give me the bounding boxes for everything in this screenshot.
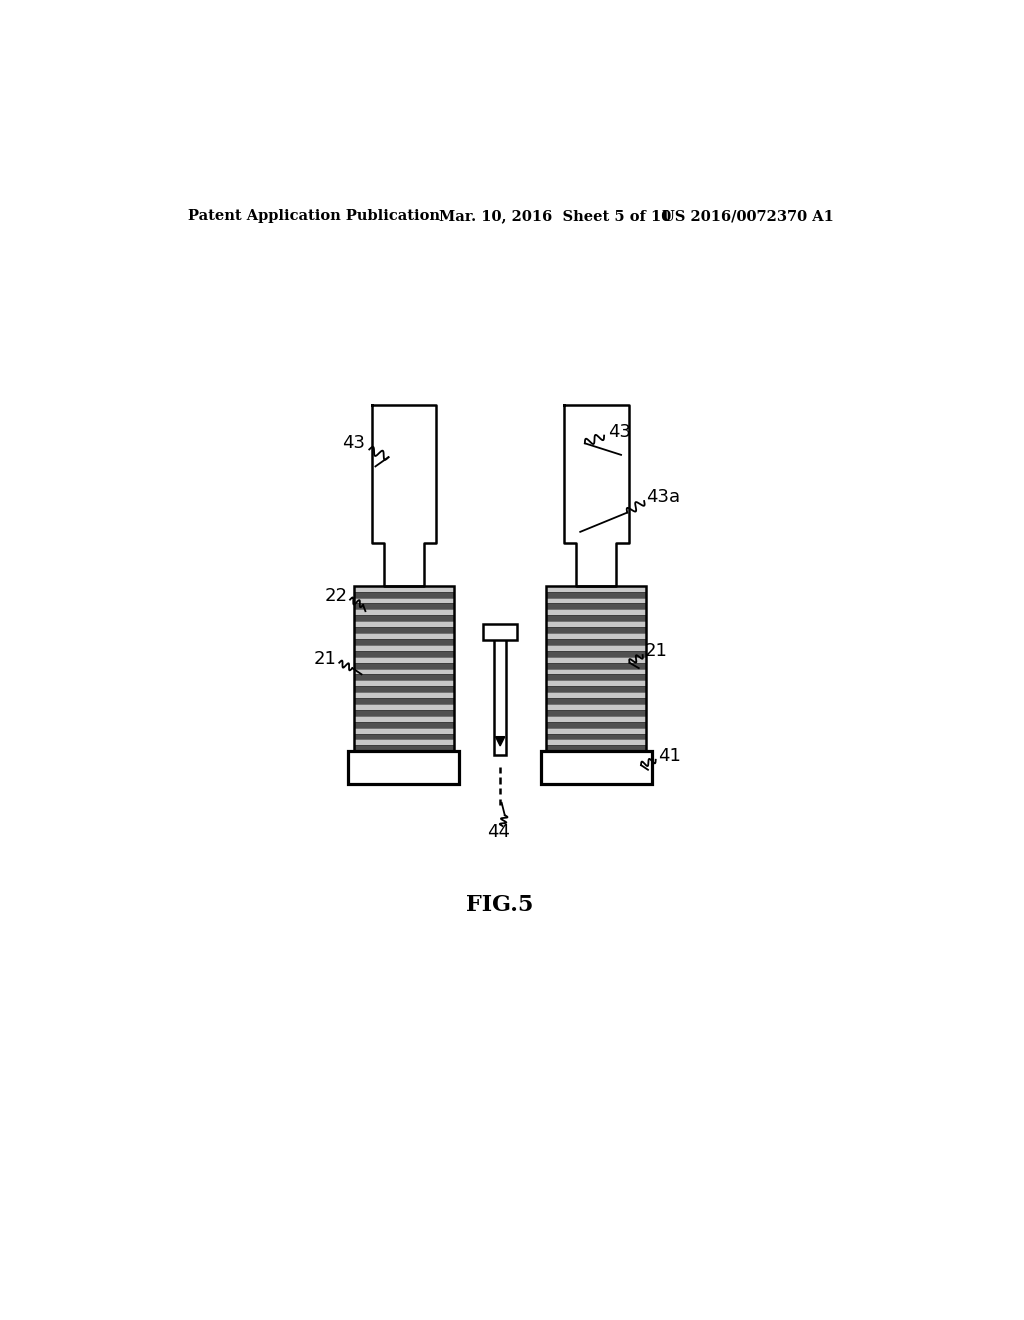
- Bar: [547, 746, 646, 751]
- Bar: [348, 751, 460, 784]
- Bar: [547, 651, 646, 657]
- Polygon shape: [372, 405, 436, 586]
- Text: FIG.5: FIG.5: [467, 895, 534, 916]
- Bar: [547, 586, 646, 751]
- Bar: [547, 663, 646, 668]
- Bar: [547, 727, 646, 734]
- Bar: [547, 610, 646, 615]
- Bar: [547, 710, 646, 715]
- Text: US 2016/0072370 A1: US 2016/0072370 A1: [662, 209, 834, 223]
- Text: 44: 44: [487, 824, 510, 841]
- Bar: [547, 722, 646, 727]
- Bar: [354, 603, 454, 610]
- Bar: [494, 632, 506, 755]
- Text: 43: 43: [608, 422, 631, 441]
- Bar: [354, 586, 454, 751]
- Bar: [547, 622, 646, 627]
- Bar: [483, 624, 517, 640]
- Bar: [354, 615, 454, 622]
- Bar: [547, 634, 646, 639]
- Bar: [354, 610, 454, 615]
- Bar: [354, 675, 454, 680]
- Bar: [541, 751, 652, 784]
- Bar: [354, 639, 454, 645]
- Text: 22: 22: [325, 587, 348, 605]
- Bar: [354, 739, 454, 746]
- Bar: [354, 663, 454, 668]
- Bar: [354, 627, 454, 634]
- Bar: [354, 634, 454, 639]
- Text: 21: 21: [645, 643, 668, 660]
- Bar: [354, 734, 454, 739]
- Bar: [354, 692, 454, 698]
- Bar: [547, 591, 646, 598]
- Polygon shape: [564, 405, 629, 586]
- Bar: [354, 645, 454, 651]
- Bar: [547, 739, 646, 746]
- Bar: [547, 680, 646, 686]
- Bar: [354, 656, 454, 663]
- Bar: [547, 615, 646, 622]
- Text: 21: 21: [314, 649, 337, 668]
- Bar: [547, 656, 646, 663]
- Bar: [547, 645, 646, 651]
- Bar: [547, 598, 646, 603]
- Bar: [547, 675, 646, 680]
- Polygon shape: [496, 737, 505, 746]
- Bar: [354, 710, 454, 715]
- Text: 41: 41: [658, 747, 681, 764]
- Text: 43a: 43a: [646, 488, 681, 506]
- Bar: [354, 651, 454, 657]
- Bar: [354, 591, 454, 598]
- Bar: [547, 686, 646, 692]
- Bar: [547, 668, 646, 675]
- Bar: [547, 715, 646, 722]
- Bar: [354, 704, 454, 710]
- Text: Mar. 10, 2016  Sheet 5 of 10: Mar. 10, 2016 Sheet 5 of 10: [438, 209, 671, 223]
- Text: Patent Application Publication: Patent Application Publication: [188, 209, 440, 223]
- Bar: [354, 722, 454, 727]
- Bar: [547, 639, 646, 645]
- Bar: [547, 692, 646, 698]
- Bar: [354, 715, 454, 722]
- Bar: [547, 704, 646, 710]
- Bar: [354, 746, 454, 751]
- Bar: [547, 603, 646, 610]
- Bar: [354, 622, 454, 627]
- Bar: [547, 698, 646, 704]
- Text: 43: 43: [342, 434, 366, 453]
- Bar: [354, 668, 454, 675]
- Bar: [547, 734, 646, 739]
- Bar: [354, 586, 454, 591]
- Bar: [547, 627, 646, 634]
- Bar: [354, 598, 454, 603]
- Bar: [354, 727, 454, 734]
- Bar: [354, 698, 454, 704]
- Bar: [547, 586, 646, 591]
- Bar: [354, 686, 454, 692]
- Bar: [354, 680, 454, 686]
